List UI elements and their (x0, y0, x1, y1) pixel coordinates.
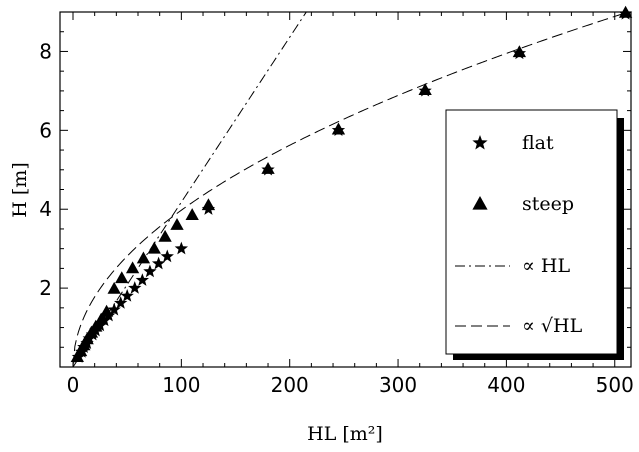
steep-triangle-point (170, 218, 184, 230)
steep-triangle-point (147, 241, 161, 254)
legend-items: flat steep ∝ HL ∝ √HL (455, 132, 583, 337)
x-axis-title: HL [m²] (307, 423, 383, 445)
flat-star-point (89, 323, 103, 337)
flat-star-point (151, 256, 166, 270)
x-tick-label: 500 (596, 373, 634, 397)
x-tick-label: 300 (379, 373, 417, 397)
flat-star-point (160, 249, 174, 263)
flat-star-point (143, 264, 157, 278)
x-tick-label: 100 (162, 373, 200, 397)
legend-label-dashed: ∝ √HL (522, 315, 583, 337)
axis-ticks: 0 100 200 300 400 500 2 4 6 8 (39, 12, 634, 397)
flat-star-point (331, 123, 346, 136)
flat-star-point (107, 302, 121, 316)
steep-triangle-point (125, 261, 140, 274)
steep-triangle-point (107, 281, 121, 294)
y-tick-label: 6 (39, 118, 52, 142)
y-tick-label: 8 (39, 39, 52, 63)
x-tick-label: 200 (271, 373, 309, 397)
steep-triangle-point (158, 229, 172, 242)
x-tick-label: 400 (487, 373, 525, 397)
y-axis-title: H [m] (9, 162, 31, 217)
flat-star-point (93, 318, 107, 332)
legend-box (445, 109, 618, 355)
legend-label-triangle: steep (522, 193, 574, 215)
steep-triangle-point (185, 208, 199, 221)
flat-star-point (261, 162, 275, 176)
steep-triangle-point (136, 251, 151, 264)
flat-star-point (418, 83, 432, 97)
flat-star-point (174, 241, 189, 255)
flat-star-point (618, 6, 633, 20)
flat-star-point (120, 289, 134, 302)
flat-star-point (512, 46, 527, 60)
flat-star-point (135, 273, 149, 286)
steep-triangle-point (115, 271, 129, 284)
legend-triangle-icon (472, 196, 488, 210)
sqrt-fit-curve (72, 12, 631, 367)
y-tick-label: 2 (39, 276, 52, 300)
data-markers (70, 5, 633, 363)
flat-star-point (114, 296, 128, 309)
legend-star-icon (472, 135, 488, 150)
flat-star-point (102, 308, 116, 322)
flat-star-point (128, 281, 142, 294)
flat-star-point (201, 202, 216, 215)
legend-label-star: flat (522, 132, 554, 154)
legend: flat steep ∝ HL ∝ √HL (445, 109, 624, 360)
y-tick-label: 4 (39, 197, 52, 221)
flat-star-point (97, 313, 112, 327)
legend-label-dash-dot: ∝ HL (522, 255, 570, 277)
x-tick-label: 0 (67, 373, 80, 397)
